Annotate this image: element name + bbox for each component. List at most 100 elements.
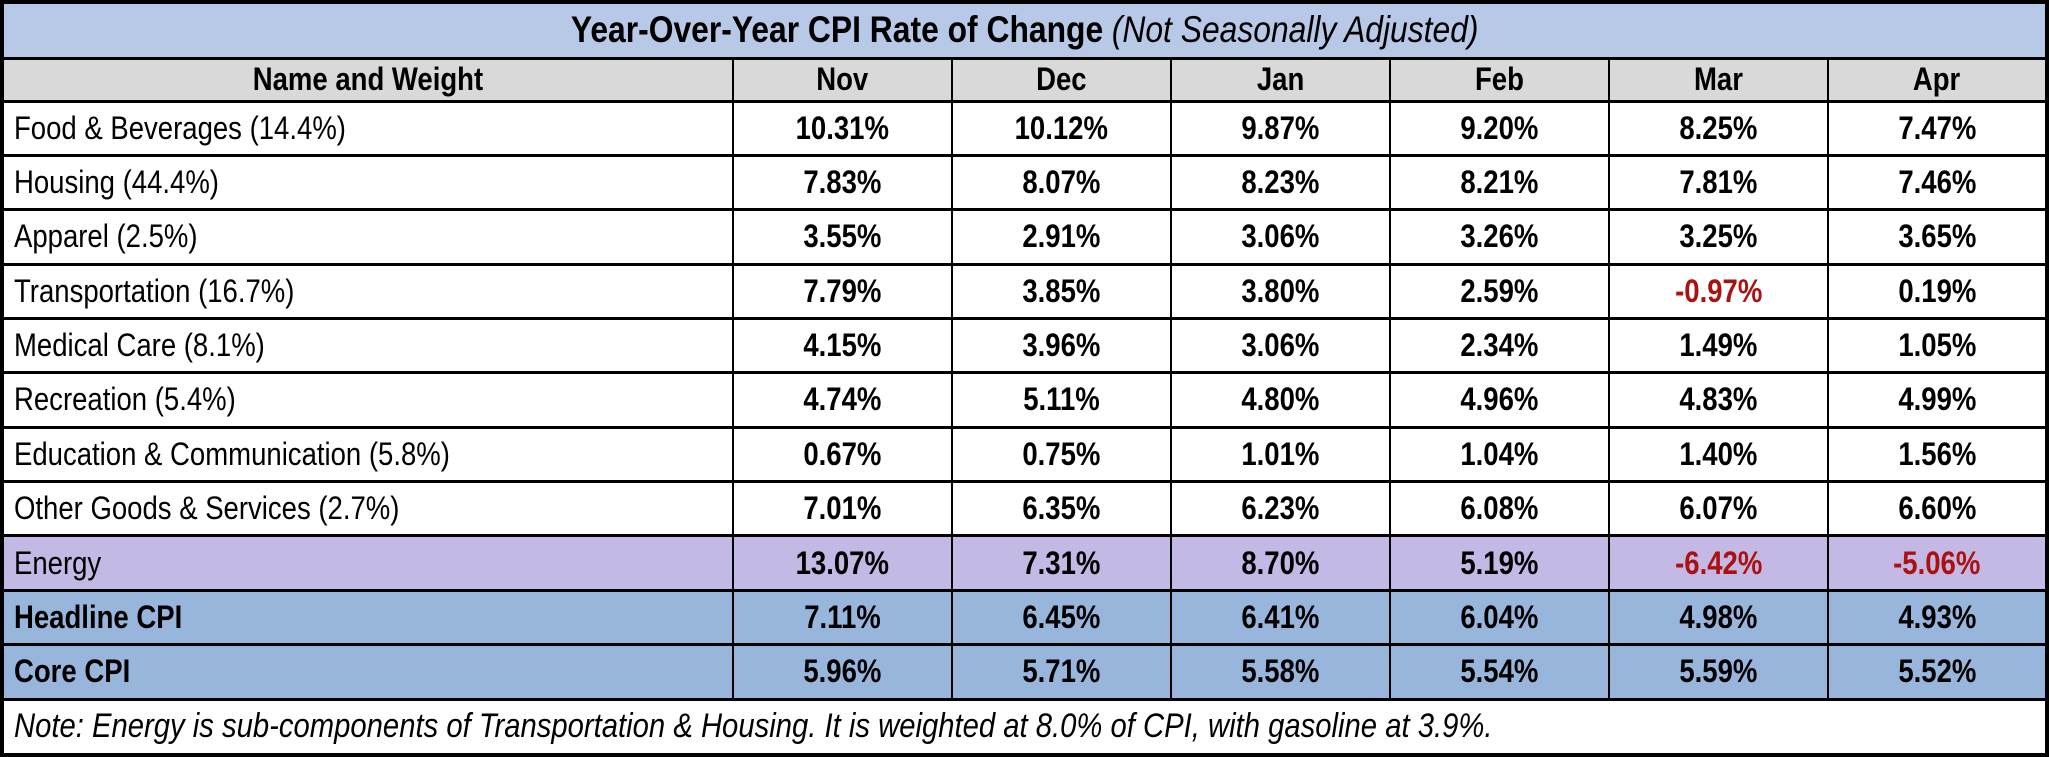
- value-cell: 1.01%: [1170, 425, 1391, 484]
- value-cell: 3.96%: [951, 316, 1172, 375]
- value-cell: 4.93%: [1827, 588, 2048, 647]
- value-cell: 6.41%: [1170, 588, 1391, 647]
- value-cell: 5.58%: [1170, 643, 1391, 701]
- table-note: Note: Energy is sub-components of Transp…: [14, 707, 1493, 746]
- value-cell: 4.83%: [1608, 371, 1829, 429]
- value-cell: 2.34%: [1389, 316, 1610, 375]
- value-cell: 3.26%: [1389, 208, 1610, 266]
- value-cell: 2.91%: [951, 208, 1172, 266]
- value-cell: 5.11%: [951, 371, 1172, 429]
- value-cell: 7.79%: [732, 262, 953, 320]
- value-cell: 13.07%: [732, 534, 953, 592]
- value-cell: 7.83%: [732, 153, 953, 212]
- value-cell: 4.80%: [1170, 371, 1391, 429]
- value-cell: 6.45%: [951, 588, 1172, 647]
- value-cell: 3.06%: [1170, 208, 1391, 266]
- value-cell: 0.19%: [1827, 262, 2048, 320]
- note-row: Note: Energy is sub-components of Transp…: [0, 697, 2049, 757]
- row-label-cell: Energy: [1, 534, 734, 592]
- value-cell: 9.87%: [1170, 99, 1391, 157]
- value-cell: 0.67%: [732, 425, 953, 484]
- column-header-apr: Apr: [1827, 56, 2048, 103]
- value-cell: 3.85%: [951, 262, 1172, 320]
- value-cell: 6.60%: [1827, 480, 2048, 538]
- value-cell: 10.31%: [732, 99, 953, 157]
- row-label-cell: Core CPI: [1, 643, 734, 701]
- value-cell: 1.04%: [1389, 425, 1610, 484]
- value-cell: 6.04%: [1389, 588, 1610, 647]
- header-row: Name and Weight Nov Dec Jan Feb Mar Apr: [1, 56, 2048, 103]
- value-cell: 4.96%: [1389, 371, 1610, 429]
- column-header-jan: Jan: [1170, 56, 1391, 103]
- value-cell: 9.20%: [1389, 99, 1610, 157]
- page-title: Year-Over-Year CPI Rate of Change: [570, 9, 1104, 51]
- row-label-cell: Education & Communication (5.8%): [1, 425, 734, 484]
- value-cell: 5.96%: [732, 643, 953, 701]
- title-cell: Year-Over-Year CPI Rate of Change (Not Se…: [0, 0, 2049, 60]
- table-row: Recreation (5.4%) 4.74% 5.11% 4.80% 4.96% 4.8…: [1, 371, 2048, 429]
- value-cell: 2.59%: [1389, 262, 1610, 320]
- value-cell: -0.97%: [1608, 262, 1829, 320]
- table-row: Education & Communication (5.8%) 0.67% 0.7…: [1, 425, 2048, 484]
- value-cell: 5.59%: [1608, 643, 1829, 701]
- column-header-dec: Dec: [951, 56, 1172, 103]
- value-cell: 4.99%: [1827, 371, 2048, 429]
- value-cell: 6.07%: [1608, 480, 1829, 538]
- value-cell: -5.06%: [1827, 534, 2048, 592]
- value-cell: 6.23%: [1170, 480, 1391, 538]
- column-header-nov: Nov: [732, 56, 953, 103]
- value-cell: 8.23%: [1170, 153, 1391, 212]
- value-cell: 7.46%: [1827, 153, 2048, 212]
- value-cell: 3.06%: [1170, 316, 1391, 375]
- row-label-cell: Headline CPI: [1, 588, 734, 647]
- value-cell: 1.40%: [1608, 425, 1829, 484]
- value-cell: 3.55%: [732, 208, 953, 266]
- value-cell: 6.08%: [1389, 480, 1610, 538]
- note-cell: Note: Energy is sub-components of Transp…: [0, 697, 2049, 757]
- row-label-cell: Housing (44.4%): [1, 153, 734, 212]
- table-row: Apparel (2.5%) 3.55% 2.91% 3.06% 3.26% 3.25% 3…: [1, 208, 2048, 266]
- table-row: Food & Beverages (14.4%) 10.31% 10.12% 9.87…: [1, 99, 2048, 157]
- table-row: Housing (44.4%) 7.83% 8.07% 8.23% 8.21% 7.81%…: [1, 153, 2048, 212]
- value-cell: -6.42%: [1608, 534, 1829, 592]
- row-label-cell: Food & Beverages (14.4%): [1, 99, 734, 157]
- value-cell: 7.11%: [732, 588, 953, 647]
- value-cell: 4.15%: [732, 316, 953, 375]
- value-cell: 8.07%: [951, 153, 1172, 212]
- column-header-feb: Feb: [1389, 56, 1610, 103]
- row-label-cell: Transportation (16.7%): [1, 262, 734, 320]
- row-label-cell: Medical Care (8.1%): [1, 316, 734, 375]
- column-header-mar: Mar: [1608, 56, 1829, 103]
- value-cell: 8.70%: [1170, 534, 1391, 592]
- value-cell: 3.80%: [1170, 262, 1391, 320]
- value-cell: 1.05%: [1827, 316, 2048, 375]
- value-cell: 5.54%: [1389, 643, 1610, 701]
- value-cell: 7.31%: [951, 534, 1172, 592]
- column-header-name-and-weight: Name and Weight: [1, 56, 734, 103]
- value-cell: 4.98%: [1608, 588, 1829, 647]
- value-cell: 7.01%: [732, 480, 953, 538]
- table-row: Headline CPI 7.11% 6.45% 6.41% 6.04% 4.98% 4.9…: [1, 588, 2048, 647]
- value-cell: 10.12%: [951, 99, 1172, 157]
- value-cell: 4.74%: [732, 371, 953, 429]
- table-row: Medical Care (8.1%) 4.15% 3.96% 3.06% 2.34% 1…: [1, 316, 2048, 375]
- page-subtitle: (Not Seasonally Adjusted): [1111, 9, 1479, 51]
- value-cell: 5.71%: [951, 643, 1172, 701]
- value-cell: 5.19%: [1389, 534, 1610, 592]
- value-cell: 0.75%: [951, 425, 1172, 484]
- title-row: Year-Over-Year CPI Rate of Change (Not Se…: [0, 0, 2049, 60]
- value-cell: 3.65%: [1827, 208, 2048, 266]
- value-cell: 1.56%: [1827, 425, 2048, 484]
- table-row: Other Goods & Services (2.7%) 7.01% 6.35% 6…: [1, 480, 2048, 538]
- row-label-cell: Other Goods & Services (2.7%): [1, 480, 734, 538]
- value-cell: 3.25%: [1608, 208, 1829, 266]
- value-cell: 8.25%: [1608, 99, 1829, 157]
- table-row: Energy 13.07% 7.31% 8.70% 5.19% -6.42% -5.06%: [1, 534, 2048, 592]
- value-cell: 6.35%: [951, 480, 1172, 538]
- table-row: Core CPI 5.96% 5.71% 5.58% 5.54% 5.59% 5.52%: [1, 643, 2048, 701]
- table-row: Transportation (16.7%) 7.79% 3.85% 3.80% 2.5…: [1, 262, 2048, 320]
- value-cell: 1.49%: [1608, 316, 1829, 375]
- value-cell: 7.81%: [1608, 153, 1829, 212]
- value-cell: 7.47%: [1827, 99, 2048, 157]
